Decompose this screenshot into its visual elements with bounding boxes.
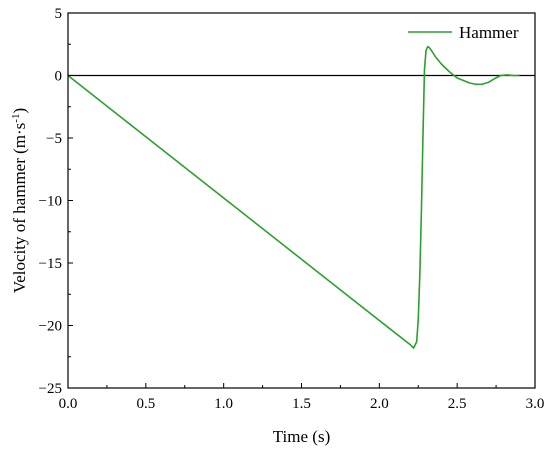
y-axis-title-text: Velocity of hammer bbox=[10, 158, 29, 293]
y-axis-unit-exponent: -1 bbox=[10, 114, 22, 123]
x-tick-label: 0.5 bbox=[136, 396, 155, 412]
x-tick-label: 1.5 bbox=[292, 396, 311, 412]
plot-frame bbox=[67, 12, 536, 389]
x-tick-label: 3.0 bbox=[526, 396, 545, 412]
y-tick-label: −10 bbox=[39, 194, 62, 210]
series-line-hammer bbox=[67, 45, 520, 349]
x-tick-label: 1.0 bbox=[214, 396, 233, 412]
y-tick-label: −20 bbox=[39, 319, 62, 335]
series-layer bbox=[67, 45, 520, 349]
x-tick-label: 0.0 bbox=[59, 396, 78, 412]
y-axis-title: Velocity of hammer (m·s-1) bbox=[10, 108, 29, 293]
legend: Hammer bbox=[408, 23, 519, 42]
tick-labels-layer: 0.0 0.5 1.0 1.5 2.0 2.5 3.0 5 0 −5 −10 −15 −20 −25 bbox=[39, 6, 545, 412]
y-tick-label: 5 bbox=[55, 6, 63, 22]
y-tick-label: −5 bbox=[46, 131, 62, 147]
x-axis-title: Time (s) bbox=[273, 427, 330, 446]
y-axis-unit-base: m·s bbox=[10, 123, 29, 149]
legend-label-hammer: Hammer bbox=[459, 23, 519, 42]
x-tick-label: 2.0 bbox=[370, 396, 389, 412]
y-tick-label: −15 bbox=[39, 256, 62, 272]
ticks-layer bbox=[67, 12, 536, 389]
y-tick-label: 0 bbox=[55, 69, 63, 85]
y-axis-unit-open: ( bbox=[10, 148, 29, 154]
x-tick-label: 2.5 bbox=[448, 396, 467, 412]
y-axis-unit-close: ) bbox=[10, 108, 29, 114]
y-tick-label: −25 bbox=[39, 381, 62, 397]
